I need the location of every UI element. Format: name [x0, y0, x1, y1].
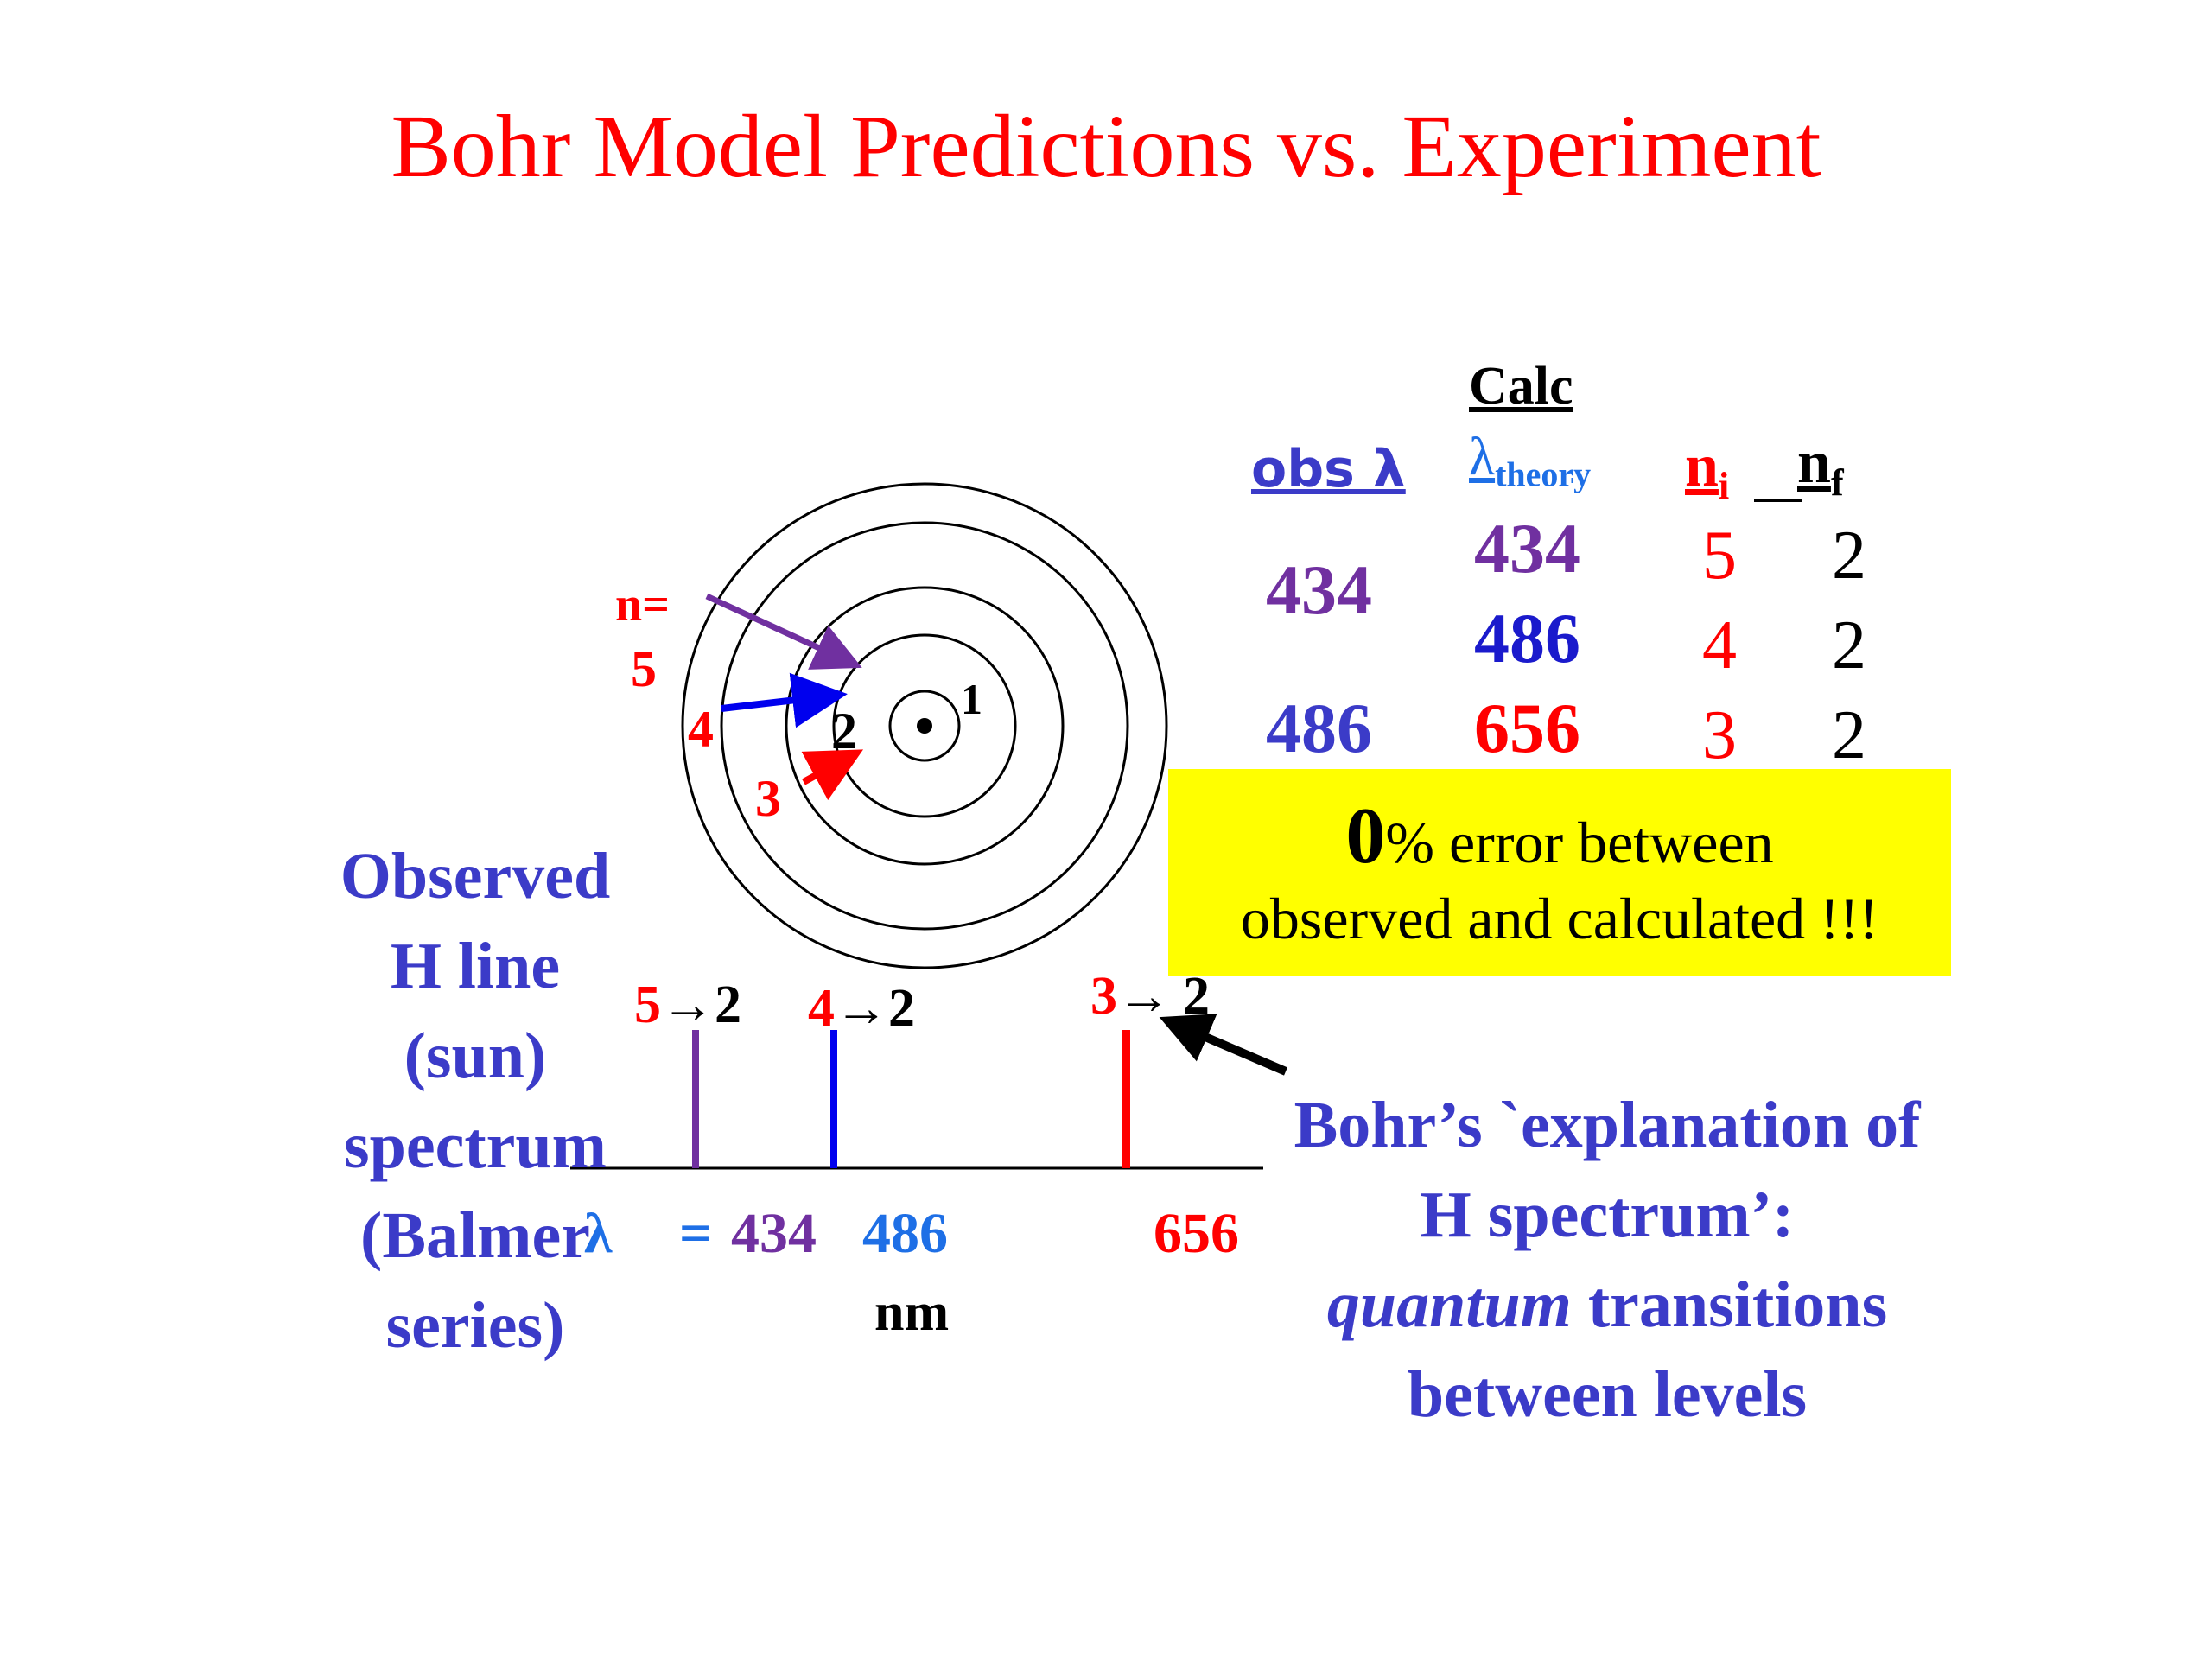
bohr-explanation: Bohr’s `explanation of H spectrum’: quan…	[1262, 1080, 1953, 1440]
transition-3-2-label: 3→ 2	[1090, 966, 1210, 1027]
ni-value-3: 3	[1702, 697, 1737, 773]
orbit-n1	[888, 690, 961, 762]
lambda-symbol: λ	[1469, 428, 1496, 486]
ni-value-5: 5	[1702, 518, 1737, 594]
transition-from-3: 3	[1090, 967, 1117, 1026]
level-2-label: 2	[831, 702, 857, 760]
obs-lambda-header: obs λ	[1251, 439, 1406, 499]
ni-header: ni	[1685, 432, 1729, 508]
lambda-theory-header: λtheory	[1469, 427, 1591, 494]
calc-header: Calc	[1469, 357, 1573, 416]
orbit-n4	[720, 521, 1129, 931]
nf-letter: n	[1797, 429, 1831, 496]
error-highlight-box: 0% error between observed and calculated…	[1168, 769, 1951, 976]
pointer-arrow	[1159, 1014, 1287, 1076]
wavelength-656: 656	[1154, 1202, 1239, 1265]
transition-to-2a: 2	[715, 976, 741, 1034]
observed-spectrum-label: Observed H line (sun) spectrum (Balmer s…	[340, 840, 611, 1362]
level-4-label: 4	[688, 701, 714, 758]
level-1-label: 1	[961, 675, 982, 723]
error-line1: % error between	[1385, 810, 1774, 875]
nf-value-row1: 2	[1832, 518, 1866, 594]
error-line2: observed and calculated !!!	[1240, 886, 1879, 951]
orbit-n3	[785, 586, 1065, 866]
header-underline	[1754, 499, 1802, 502]
ni-letter: n	[1685, 433, 1719, 499]
transition-arrow-2: →	[835, 979, 888, 1038]
arrow-4-to-2	[721, 672, 848, 728]
level-3-label: 3	[755, 770, 781, 827]
nf-value-row3: 2	[1832, 697, 1866, 773]
theory-value-434: 434	[1474, 509, 1580, 588]
quantum-italic: quantum	[1326, 1268, 1572, 1341]
explanation-line1: Bohr’s `explanation of H spectrum’:	[1294, 1089, 1921, 1251]
nf-header: nf	[1797, 429, 1844, 505]
arrow-5-to-2	[705, 593, 862, 670]
observed-value-486: 486	[1266, 689, 1372, 767]
theory-subscript: theory	[1495, 454, 1592, 494]
wavelength-434: 434	[731, 1202, 817, 1265]
explanation-line2: quantum transitions between levels	[1262, 1260, 1953, 1440]
observed-value-434: 434	[1266, 550, 1372, 629]
zero-percent: 0	[1345, 791, 1386, 880]
transition-from-5: 5	[634, 976, 661, 1034]
transition-arrow-1: →	[661, 976, 715, 1034]
theory-value-486: 486	[1474, 599, 1580, 677]
transition-to-2b: 2	[888, 979, 915, 1038]
transition-4-2-label: 4→2	[808, 978, 915, 1039]
n-equals-label: n=	[615, 578, 671, 632]
transition-arrow-3: →	[1117, 967, 1171, 1026]
transition-from-4: 4	[808, 979, 835, 1038]
arrow-3-to-2	[801, 749, 864, 801]
nf-subscript: f	[1830, 461, 1844, 504]
wavelength-486: 486	[862, 1202, 948, 1265]
theory-value-656: 656	[1474, 689, 1580, 767]
explanation-rest: transitions between levels	[1407, 1268, 1888, 1431]
nf-value-row2: 2	[1832, 607, 1866, 683]
nucleus	[917, 718, 932, 734]
unit-nm: nm	[874, 1283, 950, 1342]
transition-5-2-label: 5→2	[634, 975, 741, 1036]
level-5-label: 5	[631, 640, 657, 697]
lambda-symbol-spectrum: λ	[584, 1202, 613, 1265]
orbit-n5	[681, 482, 1168, 969]
slide-title: Bohr Model Predictions vs. Experiment	[391, 97, 1821, 196]
ni-subscript: i	[1718, 465, 1730, 507]
transition-to-2c: 2	[1183, 967, 1210, 1026]
equals-sign: =	[679, 1202, 712, 1265]
ni-value-4: 4	[1702, 607, 1737, 683]
